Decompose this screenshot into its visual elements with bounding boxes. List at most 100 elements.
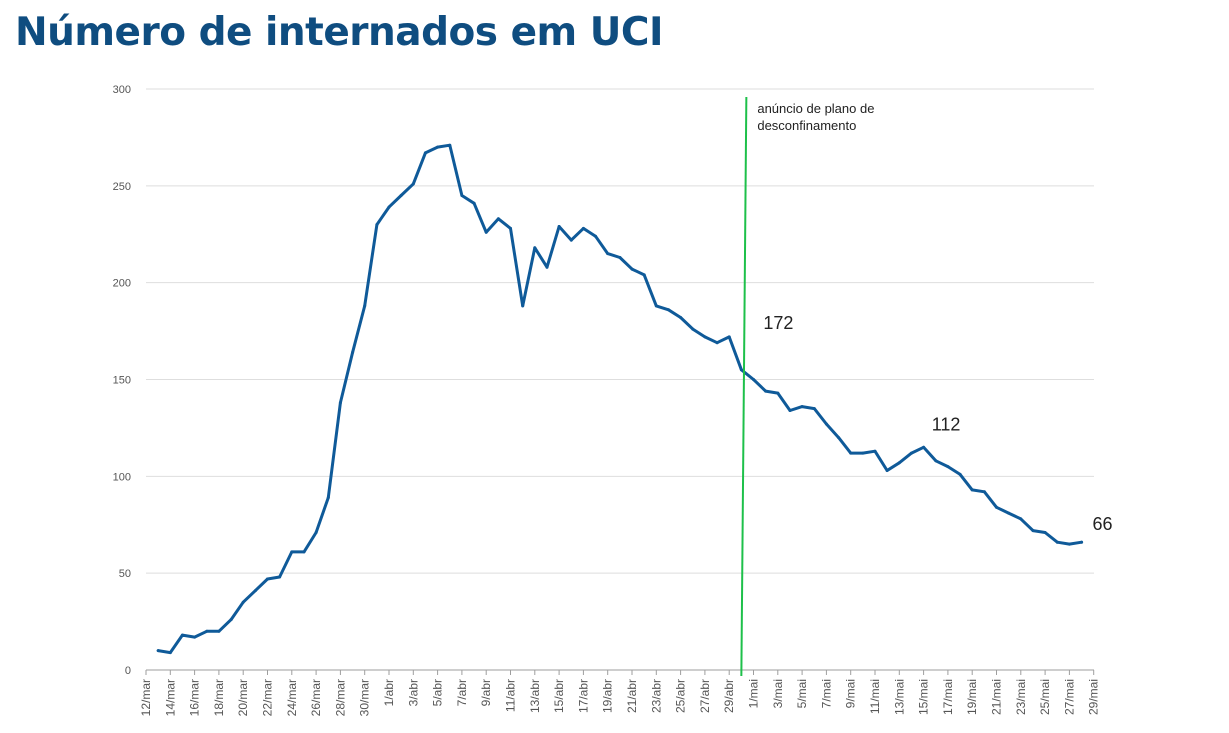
y-tick-label: 200 [113,278,131,290]
x-tick-label: 23/mai [1014,679,1028,715]
marker-label-line: desconfinamento [757,118,856,133]
page-title: Número de internados em UCI [15,10,664,55]
grid-lines [146,88,1094,671]
y-tick-label: 150 [113,375,131,387]
data-point [727,335,731,339]
data-point [496,217,500,221]
data-point [217,629,221,633]
x-tick-label: 28/mar [333,679,347,716]
marker-label-line: anúncio de plano de [757,101,874,116]
data-point [509,226,512,230]
data-point [436,145,440,149]
data-label: 112 [932,414,961,434]
data-point [448,143,452,147]
data-point [241,600,245,604]
data-point [423,151,427,155]
x-tick-label: 26/mar [309,679,323,716]
data-point [533,246,537,250]
x-tick-label: 15/mai [917,679,931,715]
data-point [399,194,403,197]
data-point [691,327,695,331]
data-point [1055,540,1059,544]
data-point [460,194,464,197]
data-point [995,505,998,509]
y-axis-ticks: 0 50 100 150 200 250 300 [113,84,131,677]
data-point [922,445,926,449]
data-point [581,226,585,230]
data-point [606,252,610,256]
data-point [569,238,573,242]
data-point [1019,517,1023,521]
x-tick-label: 16/mar [188,679,202,716]
data-point [253,589,257,593]
y-tick-label: 300 [113,84,131,96]
data-point [387,205,391,209]
data-point [1067,542,1071,546]
data-point [168,651,172,655]
data-point [764,389,768,393]
x-tick-label: 11/abr [504,679,518,712]
x-tick-label: 17/abr [576,679,590,713]
data-point [934,459,938,463]
data-point [521,304,525,308]
x-tick-label: 13/abr [528,679,542,713]
y-tick-label: 50 [119,568,131,580]
x-tick-label: 5/abr [431,679,445,706]
data-point [776,391,780,395]
data-point [910,451,913,455]
x-tick-label: 27/mai [1062,679,1076,715]
data-point [193,635,197,639]
x-tick-label: 22/mar [261,679,275,716]
x-tick-label: 11/mai [868,679,882,714]
x-tick-label: 13/mai [892,679,906,715]
vertical-marker-line [740,96,748,677]
data-point [885,469,889,472]
data-point [824,422,828,426]
x-tick-label: 17/mai [941,679,955,715]
data-point [338,401,342,405]
data-point [861,451,865,455]
x-tick-label: 5/mai [795,679,809,708]
data-point [363,304,367,308]
data-label: 66 [1093,514,1113,534]
x-tick-label: 1/mai [747,679,761,708]
data-point [266,577,269,581]
x-tick-label: 3/abr [406,679,420,706]
x-tick-label: 29/mai [1087,679,1101,715]
data-point [679,316,683,319]
data-point [849,451,853,455]
data-point [302,550,306,554]
data-point [1007,511,1011,515]
x-tick-label: 29/abr [722,679,736,713]
x-tick-label: 18/mar [212,679,226,716]
x-tick-label: 23/abr [649,679,663,713]
x-tick-label: 3/mai [771,679,785,708]
data-point [654,304,658,308]
y-tick-label: 0 [125,665,131,677]
data-point [739,368,743,372]
data-point [594,234,597,238]
x-tick-label: 19/abr [601,679,615,713]
x-axis-ticks: 12/mar 14/mar 16/mar 18/mar 20/mar 22/mar 24/m… [139,670,1101,716]
x-tick-label: 9/mai [844,679,858,708]
data-point [800,405,804,409]
data-point [1080,540,1084,544]
data-point [958,472,962,476]
data-point [788,409,792,412]
data-point [545,265,549,269]
data-point [837,436,841,440]
data-point [278,575,282,579]
data-point [715,341,719,345]
data-labels: 172 112 66 [763,313,1112,534]
x-tick-label: 25/mai [1038,679,1052,715]
x-tick-label: 21/mai [990,679,1004,715]
data-point [642,273,646,277]
x-tick-label: 21/abr [625,679,639,713]
data-point [326,496,330,500]
data-point [351,350,355,354]
x-tick-label: 14/mar [163,679,177,716]
data-point [205,629,209,633]
data-point [180,633,184,637]
data-point [812,407,816,411]
